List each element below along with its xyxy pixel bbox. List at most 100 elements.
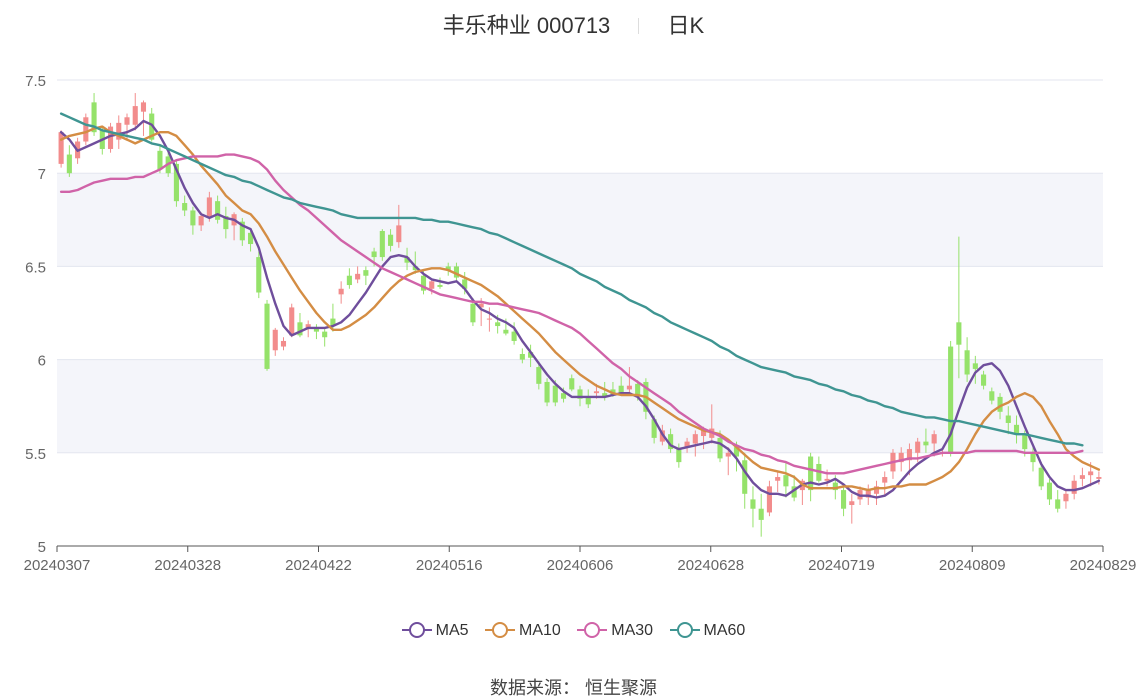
candle-body: [808, 456, 814, 491]
candle-up: [107, 122, 114, 153]
candle-body: [569, 378, 575, 390]
chart-title: 丰乐种业 000713 日K: [0, 8, 1147, 40]
candle-down: [956, 236, 962, 379]
y-tick-label: 7.5: [25, 73, 46, 90]
y-tick-label: 7: [38, 166, 46, 183]
legend-item-ma10[interactable]: MA10: [485, 621, 561, 640]
candle-down: [758, 493, 764, 537]
candle-body: [758, 508, 764, 520]
candle-body: [91, 102, 97, 133]
candle-body: [132, 106, 138, 125]
candle-body: [824, 478, 830, 481]
legend: MA5 MA10 MA30 MA60: [0, 621, 1147, 640]
candle-body: [272, 329, 278, 351]
candle-up: [1096, 471, 1102, 485]
candle-body: [412, 266, 418, 271]
candle-body: [981, 374, 987, 386]
ma-line-ma60: [59, 112, 1084, 447]
candle-down: [528, 344, 534, 368]
candle-up: [132, 93, 138, 131]
candle-body: [346, 275, 352, 286]
candle-body: [157, 150, 163, 170]
candle-body: [906, 449, 913, 461]
candle-down: [388, 229, 394, 252]
candle-body: [1022, 434, 1028, 450]
legend-label: MA10: [519, 622, 561, 639]
candle-body: [239, 221, 245, 241]
candle-down: [453, 262, 460, 282]
candle-body: [330, 318, 336, 327]
candle-down: [742, 452, 748, 509]
legend-marker-icon: [401, 622, 432, 638]
candle-up: [882, 471, 888, 496]
x-tick-label: 20240307: [24, 557, 91, 574]
candle-body: [692, 434, 698, 444]
period-label: 日K: [667, 13, 705, 38]
candle-down: [948, 340, 954, 457]
candle-body: [832, 482, 838, 491]
candle-down: [981, 370, 987, 390]
candle-body: [388, 234, 394, 246]
candle-down: [791, 475, 797, 502]
data-source: 数据来源： 恒生聚源: [489, 678, 657, 698]
candle-body: [462, 279, 468, 289]
candle-body: [116, 122, 122, 140]
candle-body: [1088, 471, 1094, 476]
candle-down: [412, 251, 418, 274]
candle-body: [495, 322, 501, 327]
candle-body: [322, 331, 328, 338]
candle-body: [536, 367, 542, 384]
candle-body: [289, 307, 295, 336]
candle-body: [173, 163, 179, 202]
legend-item-ma60[interactable]: MA60: [669, 621, 745, 640]
candle-down: [536, 361, 542, 390]
ma-line-ma30: [59, 153, 1084, 475]
x-tick-label: 20240328: [154, 557, 221, 574]
candle-up: [116, 115, 122, 149]
candle-body: [1096, 477, 1102, 479]
x-tick-label: 20240628: [677, 557, 744, 574]
ma-line-ma10: [59, 125, 1101, 492]
candle-down: [66, 145, 72, 177]
candle-body: [404, 257, 410, 263]
candle-down: [676, 443, 682, 468]
candle-body: [396, 225, 402, 243]
candle-body: [470, 303, 476, 323]
candle-body: [297, 322, 303, 336]
candle-down: [841, 484, 847, 517]
candle-body: [865, 490, 871, 498]
legend-item-ma30[interactable]: MA30: [577, 621, 653, 640]
candle-body: [247, 232, 254, 245]
candle-body: [420, 275, 427, 291]
candle-down: [511, 322, 517, 345]
candle-body: [997, 396, 1003, 412]
candle-down: [190, 206, 196, 235]
candle-body: [355, 273, 361, 280]
candle-body: [602, 393, 608, 397]
candle-down: [816, 456, 822, 483]
stock-name-code: 丰乐种业 000713: [442, 13, 611, 38]
candle-up: [58, 130, 64, 168]
candle-down: [322, 327, 328, 347]
candle-down: [585, 389, 591, 409]
candle-body: [528, 352, 534, 358]
candle-down: [989, 387, 995, 405]
candle-body: [585, 396, 591, 405]
candle-up: [1063, 490, 1069, 509]
candle-up: [140, 100, 147, 136]
x-tick-label: 20240809: [939, 557, 1006, 574]
y-tick-label: 5: [38, 539, 46, 556]
candle-body: [1013, 424, 1020, 435]
candle-body: [313, 327, 319, 332]
candle-down: [668, 428, 674, 453]
legend-item-ma5[interactable]: MA5: [401, 621, 469, 640]
candle-up: [775, 471, 781, 492]
legend-marker-icon: [485, 622, 516, 638]
candle-body: [742, 460, 748, 494]
candle-down: [808, 452, 814, 502]
x-tick-label: 20240606: [547, 557, 614, 574]
candle-body: [1071, 480, 1077, 494]
candle-body: [668, 434, 674, 450]
candle-down: [1055, 490, 1061, 513]
kline-chart[interactable]: 5 5.5 6 6.5 7 7.5 20240307 20240328 20240422 2024…: [0, 0, 1147, 600]
